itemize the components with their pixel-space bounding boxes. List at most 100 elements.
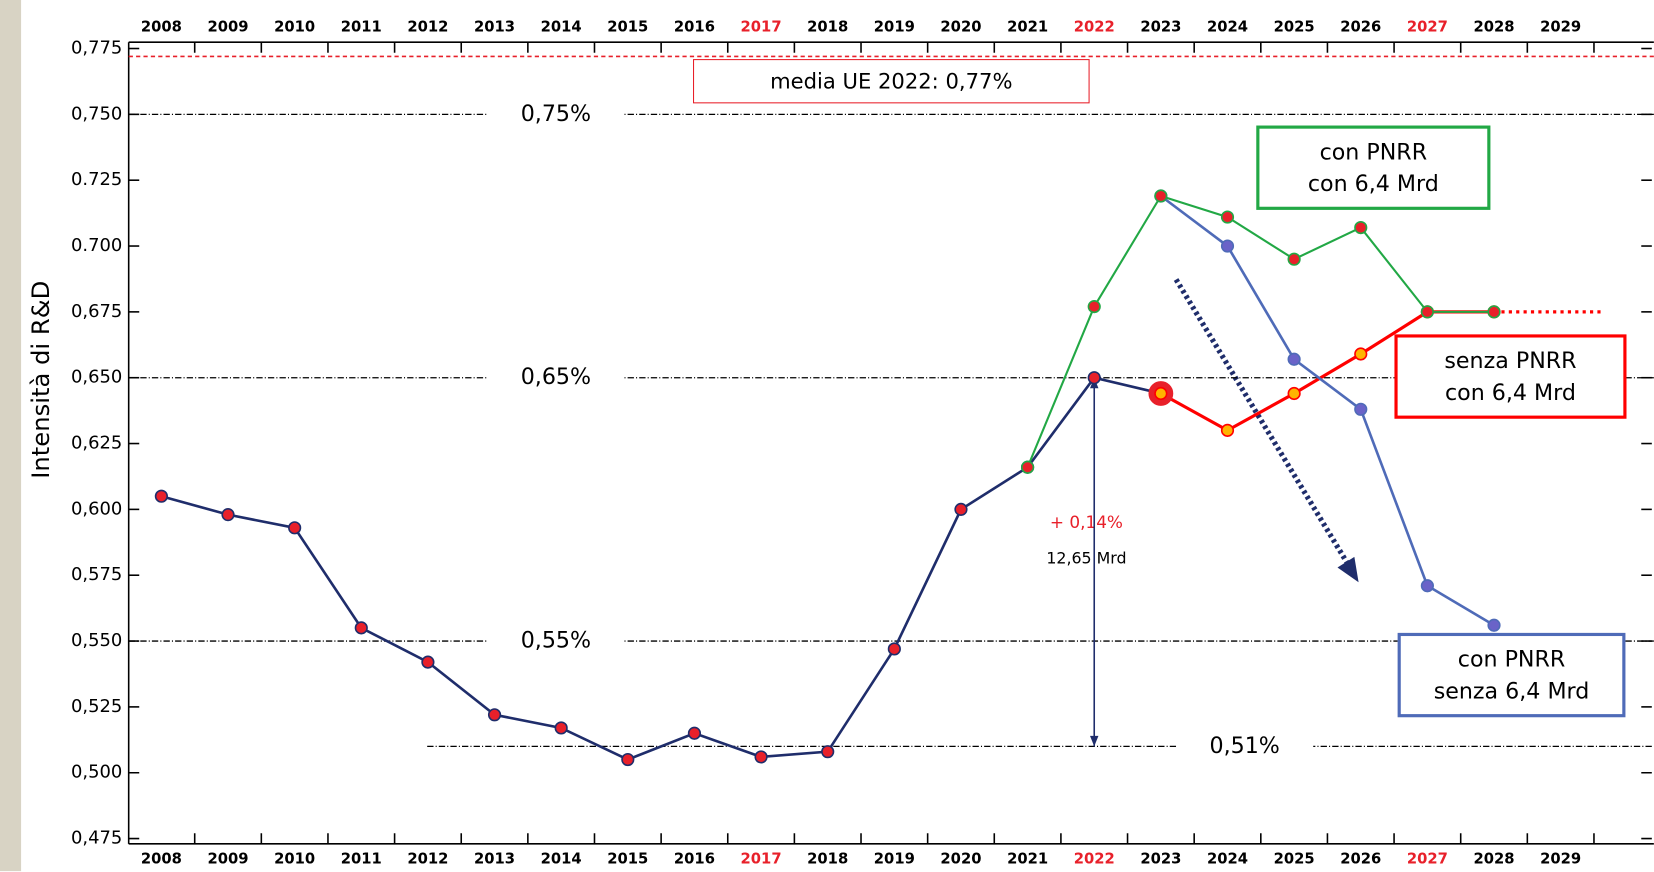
reference-label-bg bbox=[487, 99, 625, 130]
x-tick-label: 2013 bbox=[474, 851, 515, 868]
reference-label-bg bbox=[1176, 731, 1314, 762]
reference-label: 0,75% bbox=[521, 101, 591, 127]
reference-label-bg bbox=[487, 362, 625, 393]
trend-arrow-head bbox=[1337, 556, 1359, 583]
data-point bbox=[1287, 386, 1301, 401]
delta-label: + 0,14% bbox=[1050, 512, 1123, 532]
data-point bbox=[1087, 300, 1101, 314]
x-tick-label: 2027 bbox=[1407, 851, 1448, 868]
x-tick-label: 2021 bbox=[1007, 851, 1048, 868]
x-tick-label: 2020 bbox=[940, 851, 981, 868]
series-line bbox=[161, 376, 1162, 761]
x-tick-label: 2016 bbox=[674, 851, 715, 868]
x-tick-label-top: 2019 bbox=[874, 18, 915, 35]
data-point bbox=[1354, 402, 1368, 416]
x-tick-label-top: 2020 bbox=[940, 18, 981, 35]
y-tick-label: 0,500 bbox=[71, 762, 122, 783]
y-tick-label: 0.725 bbox=[71, 169, 122, 190]
x-tick-label-top: 2023 bbox=[1140, 18, 1181, 35]
x-tick-label-top: 2021 bbox=[1007, 18, 1048, 35]
x-tick-label: 2015 bbox=[607, 851, 648, 868]
data-point bbox=[1154, 189, 1168, 203]
data-point bbox=[1287, 252, 1301, 266]
x-tick-label: 2018 bbox=[807, 851, 848, 868]
x-tick-label-top: 2025 bbox=[1274, 18, 1315, 35]
legend-box: con PNRR con 6,4 Mrd bbox=[1256, 125, 1491, 210]
data-point bbox=[1354, 221, 1368, 235]
x-tick-label: 2029 bbox=[1540, 851, 1581, 868]
data-point bbox=[1354, 347, 1368, 361]
x-tick-label: 2008 bbox=[141, 851, 182, 868]
delta-arrow-head bbox=[1090, 735, 1099, 747]
y-tick-label: 0,550 bbox=[71, 630, 122, 651]
data-point bbox=[621, 752, 635, 767]
reference-label: 0,55% bbox=[521, 628, 591, 654]
legend-box: con PNRR senza 6,4 Mrd bbox=[1397, 632, 1626, 718]
data-point bbox=[421, 655, 435, 669]
data-point bbox=[1220, 423, 1235, 437]
x-tick-label: 2024 bbox=[1207, 851, 1248, 868]
x-tick-label: 2026 bbox=[1340, 851, 1381, 868]
data-point bbox=[1220, 239, 1235, 253]
data-point bbox=[1487, 618, 1501, 632]
x-tick-label-top: 2027 bbox=[1407, 18, 1448, 35]
x-tick-label-top: 2015 bbox=[607, 18, 648, 35]
x-tick-label: 2022 bbox=[1074, 851, 1115, 868]
y-tick-label: 0,575 bbox=[71, 564, 122, 585]
data-point bbox=[1154, 386, 1168, 401]
data-point bbox=[288, 521, 302, 535]
data-point bbox=[1420, 305, 1434, 319]
x-tick-label-top: 2010 bbox=[274, 18, 315, 35]
x-tick-label: 2011 bbox=[341, 851, 382, 868]
x-tick-label-top: 2009 bbox=[207, 18, 248, 35]
data-point bbox=[354, 621, 368, 635]
y-tick-label: 0,600 bbox=[71, 498, 122, 519]
legend-box: senza PNRR con 6,4 Mrd bbox=[1394, 334, 1627, 419]
x-tick-label-top: 2029 bbox=[1540, 18, 1581, 35]
data-point bbox=[1287, 352, 1301, 366]
y-tick-label: 0,775 bbox=[71, 38, 122, 59]
x-tick-label-top: 2012 bbox=[407, 18, 448, 35]
x-tick-label-top: 2008 bbox=[141, 18, 182, 35]
trend-arrow bbox=[1173, 278, 1351, 566]
data-point bbox=[554, 721, 568, 735]
series-line bbox=[1160, 194, 1495, 627]
reference-box: media UE 2022: 0,77% bbox=[693, 59, 1090, 104]
x-tick-label: 2010 bbox=[274, 851, 315, 868]
x-tick-label-top: 2026 bbox=[1340, 18, 1381, 35]
data-point bbox=[1087, 371, 1101, 385]
side-strip bbox=[0, 0, 22, 872]
y-tick-label: 0,650 bbox=[71, 367, 122, 388]
series-line bbox=[1026, 194, 1495, 468]
data-point bbox=[687, 726, 702, 740]
y-tick-label: 0,750 bbox=[71, 103, 122, 124]
data-point bbox=[1487, 305, 1501, 319]
data-point bbox=[954, 502, 968, 516]
x-tick-label: 2025 bbox=[1274, 851, 1315, 868]
x-tick-label: 2012 bbox=[407, 851, 448, 868]
y-axis-title: Intensità di R&D bbox=[26, 281, 55, 479]
reference-label-bg bbox=[487, 626, 625, 656]
x-tick-label: 2023 bbox=[1140, 851, 1181, 868]
reference-label: 0,51% bbox=[1209, 733, 1279, 759]
y-tick-label: 0,625 bbox=[71, 433, 122, 454]
x-tick-label-top: 2018 bbox=[807, 18, 848, 35]
x-tick-label: 2019 bbox=[874, 851, 915, 868]
x-tick-label: 2009 bbox=[207, 851, 248, 868]
data-point bbox=[1021, 460, 1035, 474]
x-tick-label: 2028 bbox=[1473, 851, 1514, 868]
x-tick-label-top: 2028 bbox=[1473, 18, 1514, 35]
x-tick-label: 2017 bbox=[741, 851, 782, 868]
amount-label: 12,65 Mrd bbox=[1046, 549, 1126, 568]
data-point bbox=[887, 642, 901, 656]
data-point bbox=[1220, 210, 1235, 224]
y-tick-label: 0,525 bbox=[71, 696, 122, 717]
x-tick-label-top: 2024 bbox=[1207, 18, 1248, 35]
x-tick-label-top: 2011 bbox=[341, 18, 382, 35]
x-tick-label: 2014 bbox=[541, 851, 582, 868]
data-point bbox=[487, 708, 502, 722]
x-tick-label-top: 2013 bbox=[474, 18, 515, 35]
